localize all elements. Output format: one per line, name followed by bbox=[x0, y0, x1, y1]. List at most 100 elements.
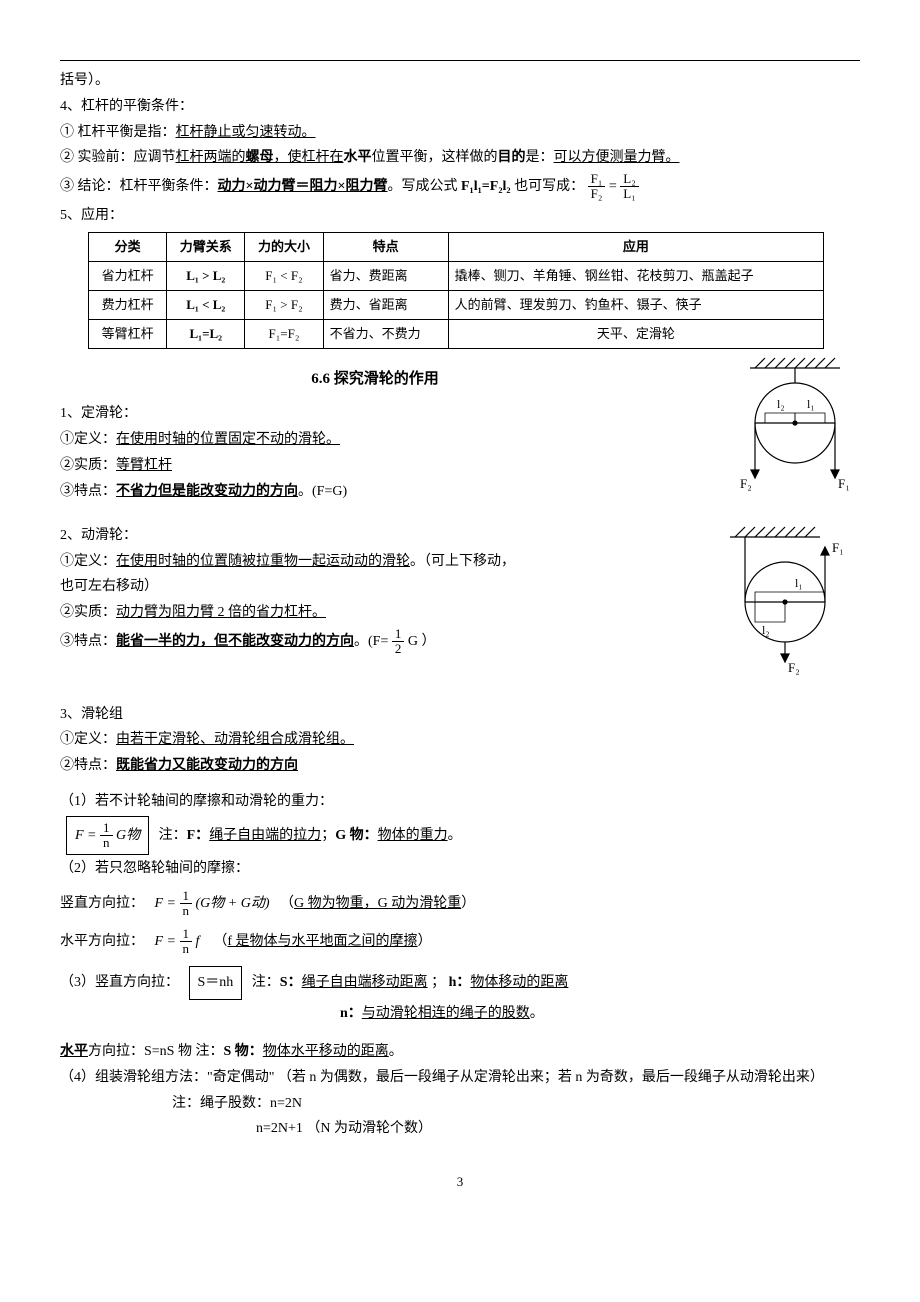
formula-box-2: S＝nh bbox=[189, 966, 243, 1000]
F-eq-3: F = bbox=[155, 934, 177, 949]
frac-1n-b: 1n bbox=[180, 889, 193, 919]
svg-text:F₂: F₂ bbox=[740, 476, 752, 491]
p4-2-mid3: 是： bbox=[526, 150, 554, 165]
c2: （2）若只忽略轮轴间的摩擦： bbox=[60, 857, 860, 881]
table-row: 省力杠杆 L₁ > L₂ F₁ < F₂ 省力、费距离 撬棒、铡刀、羊角锤、钢丝… bbox=[89, 261, 824, 290]
svg-text:F₁: F₁ bbox=[838, 476, 850, 491]
c3-hu: 物体移动的距离 bbox=[470, 975, 568, 990]
p4-2-mid2: 位置平衡，这样做的 bbox=[372, 150, 498, 165]
c3b-Su: 物体水平移动的距离 bbox=[263, 1044, 389, 1059]
td: 等臂杠杆 bbox=[89, 319, 167, 348]
c3b-end: 。 bbox=[389, 1044, 403, 1059]
td: L₁=L₂ bbox=[167, 319, 245, 348]
td: 费力杠杆 bbox=[89, 290, 167, 319]
p4-3-post2: 也可写成： bbox=[511, 179, 585, 194]
s2-2-u: 动力臂为阻力臂 2 倍的省力杠杆。 bbox=[116, 605, 326, 620]
td: 不省力、不费力 bbox=[323, 319, 448, 348]
c1-note-Fu: 绳子自由端的拉力 bbox=[209, 828, 321, 843]
den: 2 bbox=[392, 642, 405, 656]
th-2: 力的大小 bbox=[245, 232, 323, 261]
frac-f-num: F₁ bbox=[588, 172, 606, 187]
c1: （1）若不计轮轴间的摩擦和动滑轮的重力： bbox=[60, 790, 860, 814]
th-1: 力臂关系 bbox=[167, 232, 245, 261]
formula-box-1: F = 1n G物 bbox=[66, 816, 149, 856]
section-4-title: 4、杠杆的平衡条件： bbox=[60, 95, 860, 119]
p4-3-pre: ③ 结论：杠杆平衡条件： bbox=[60, 179, 218, 194]
carryover-text: 括号）。 bbox=[60, 69, 860, 93]
c2-h-note-u: f 是物体与水平地面之间的摩擦 bbox=[227, 934, 417, 949]
s3-1: ①定义：由若干定滑轮、动滑轮组合成滑轮组。 bbox=[60, 728, 860, 752]
c3b-S: S 物： bbox=[223, 1044, 262, 1059]
p4-item-2: ② 实验前：应调节杠杆两端的螺母，使杠杆在水平位置平衡，这样做的目的是：可以方便… bbox=[60, 146, 860, 170]
td: L₁ > L₂ bbox=[167, 261, 245, 290]
td: 天平、定滑轮 bbox=[448, 319, 823, 348]
lever-table: 分类 力臂关系 力的大小 特点 应用 省力杠杆 L₁ > L₂ F₁ < F₂ … bbox=[88, 232, 824, 349]
s2-1-p: 。（可上下移动， bbox=[410, 554, 515, 569]
fixed-pulley-diagram: l₂ l₁ F₂ F₁ bbox=[710, 353, 860, 512]
c3-n: n：与动滑轮相连的绳子的股数。 bbox=[340, 1002, 860, 1026]
s3-title: 3、滑轮组 bbox=[60, 703, 860, 727]
c3-label: （3）竖直方向拉： bbox=[60, 975, 179, 990]
c3-S: S： bbox=[280, 975, 302, 990]
svg-text:F₁: F₁ bbox=[832, 540, 844, 555]
Gplus: (G物 + G动) bbox=[196, 896, 270, 911]
s1-2-u: 等臂杠杆 bbox=[116, 458, 172, 473]
c1-sep: ； bbox=[321, 828, 335, 843]
td: F₁ < F₂ bbox=[245, 261, 323, 290]
p4-item-1: ① 杠杆平衡是指：杠杆静止或匀速转动。 bbox=[60, 121, 860, 145]
s2-1-pre: ①定义： bbox=[60, 554, 116, 569]
c3-n-label: n： bbox=[340, 1006, 362, 1021]
th-0: 分类 bbox=[89, 232, 167, 261]
num: 1 bbox=[180, 889, 193, 904]
s2-3-u: 能省一半的力，但不能改变动力的方向 bbox=[116, 634, 354, 649]
table-header-row: 分类 力臂关系 力的大小 特点 应用 bbox=[89, 232, 824, 261]
c4-n2: n=2N+1 （N 为动滑轮个数） bbox=[256, 1117, 860, 1141]
frac-f: F₁F₂ bbox=[588, 172, 606, 202]
p4-1-pre: ① 杠杆平衡是指： bbox=[60, 125, 176, 140]
svg-text:l₁: l₁ bbox=[795, 576, 803, 590]
s2-2-pre: ②实质： bbox=[60, 605, 116, 620]
frac-1n-c: 1n bbox=[180, 927, 193, 957]
den: n bbox=[180, 904, 193, 918]
s3-2: ②特点：既能省力又能改变动力的方向 bbox=[60, 754, 860, 778]
th-3: 特点 bbox=[323, 232, 448, 261]
s2-3-p2: G ） bbox=[408, 634, 436, 649]
F-eq-2: F = bbox=[155, 896, 177, 911]
c3-end: 。 bbox=[530, 1006, 544, 1021]
top-rule bbox=[60, 60, 860, 61]
s1-2-pre: ②实质： bbox=[60, 458, 116, 473]
c1-note-pre: 注： bbox=[159, 828, 187, 843]
s1-1-pre: ①定义： bbox=[60, 432, 116, 447]
p4-2-u2: 可以方便测量力臂。 bbox=[554, 150, 680, 165]
c2-v-note-close: ） bbox=[461, 896, 475, 911]
page-number: 3 bbox=[60, 1171, 860, 1193]
s1-3-u: 不省力但是能改变动力的方向 bbox=[116, 484, 298, 499]
svg-text:l₂: l₂ bbox=[762, 623, 770, 637]
den: n bbox=[100, 836, 113, 850]
c3b-pre: 水平 bbox=[60, 1044, 88, 1059]
c1-note-Gu: 物体的重力 bbox=[378, 828, 448, 843]
c3b: 水平方向拉：S=nS 物 注：S 物：物体水平移动的距离。 bbox=[60, 1040, 860, 1064]
p4-item-3: ③ 结论：杠杆平衡条件：动力×动力臂＝阻力×阻力臂。写成公式 F₁l₁=F₂l₂… bbox=[60, 172, 860, 202]
c3-h: h： bbox=[449, 975, 471, 990]
c1-end: 。 bbox=[448, 828, 462, 843]
num: 1 bbox=[100, 821, 113, 836]
p4-2-mid: ，使杠杆在 bbox=[274, 150, 344, 165]
s3-1-u: 由若干定滑轮、动滑轮组合成滑轮组。 bbox=[116, 732, 354, 747]
c1-formula: F = 1n G物 注：F：绳子自由端的拉力；G 物：物体的重力。 bbox=[60, 816, 860, 856]
frac-l-den: L₁ bbox=[620, 187, 638, 201]
c3-note: 注： bbox=[252, 975, 280, 990]
Gwu: G物 bbox=[116, 828, 140, 843]
frac-l-num: L₂ bbox=[620, 172, 638, 187]
svg-text:l₁: l₁ bbox=[807, 397, 815, 411]
td: F₁=F₂ bbox=[245, 319, 323, 348]
den: n bbox=[180, 942, 193, 956]
frac-f-den: F₂ bbox=[588, 187, 606, 201]
td: 人的前臂、理发剪刀、钓鱼杆、镊子、筷子 bbox=[448, 290, 823, 319]
svg-text:F₂: F₂ bbox=[788, 660, 800, 675]
s2-1-u: 在使用时轴的位置随被拉重物一起运动动的滑轮 bbox=[116, 554, 410, 569]
c3b-mid: 方向拉：S=nS 物 注： bbox=[88, 1044, 223, 1059]
frac-1n-a: 1n bbox=[100, 821, 113, 851]
movable-pulley-diagram: l₁ l₂ F₁ F₂ bbox=[700, 522, 860, 691]
p4-1-underline: 杠杆静止或匀速转动。 bbox=[176, 125, 316, 140]
